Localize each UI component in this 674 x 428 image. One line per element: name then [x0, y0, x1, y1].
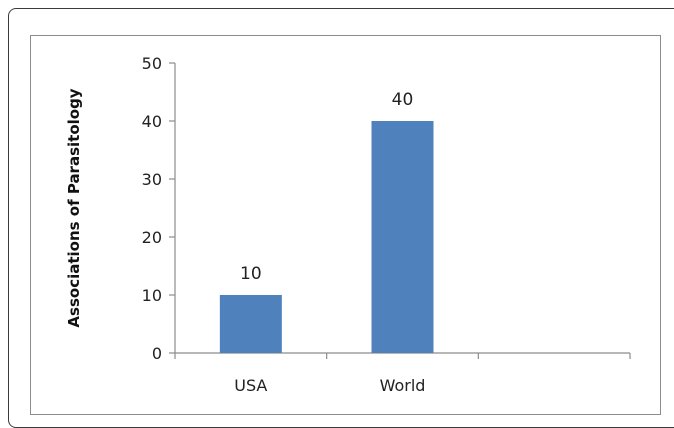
y-axis-ticks: 0 10 20 30 40 50 — [142, 54, 175, 363]
y-tick-label: 0 — [152, 344, 162, 363]
y-tick-label: 20 — [142, 228, 162, 247]
data-label-world: 40 — [392, 90, 414, 110]
data-labels: 10 40 — [240, 90, 413, 284]
data-label-usa: 10 — [240, 264, 262, 284]
x-axis-ticks: USA World — [174, 353, 631, 395]
x-category-label: USA — [234, 376, 267, 395]
y-tick-label: 10 — [142, 286, 162, 305]
chart-area — [30, 35, 661, 415]
y-tick-label: 50 — [142, 54, 162, 73]
bar-world — [371, 121, 434, 353]
bar-chart: 0 10 20 30 40 50 USA World 10 40 Associations o… — [65, 54, 631, 395]
y-tick-label: 30 — [142, 170, 162, 189]
bar-series — [219, 121, 434, 353]
bar-usa — [219, 295, 282, 353]
x-category-label: World — [380, 376, 426, 395]
y-tick-label: 40 — [142, 112, 162, 131]
y-axis-title: Associations of Parasitology — [65, 88, 83, 327]
